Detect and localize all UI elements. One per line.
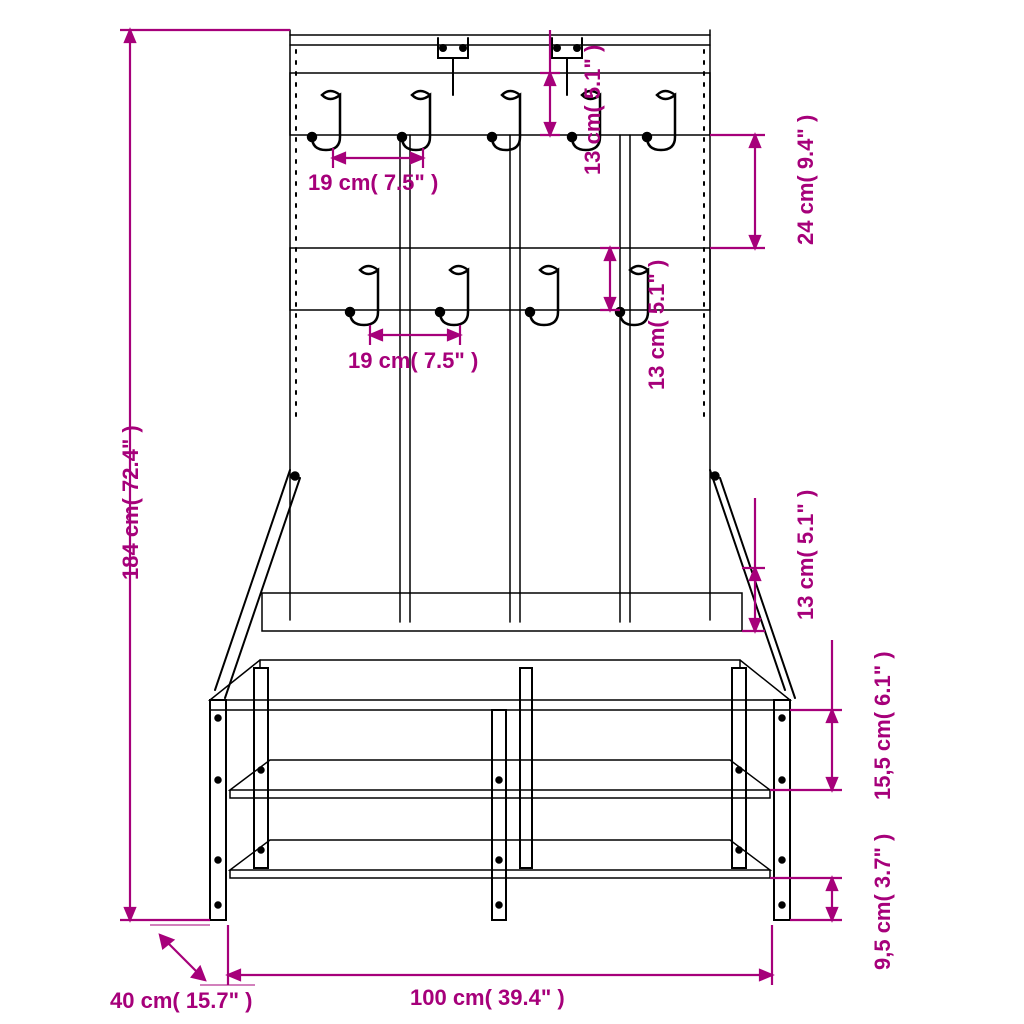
dim-shelf1: 15,5 cm( 6.1" ) [870,651,896,800]
furniture-drawing [210,30,795,920]
dim-shelf2: 9,5 cm( 3.7" ) [870,834,896,970]
dim-bar-mid: 13 cm( 5.1" ) [644,260,670,390]
dim-hook-bottom: 19 cm( 7.5" ) [348,348,478,374]
dim-height: 184 cm( 72.4" ) [118,425,144,580]
dim-bar-gap: 24 cm( 9.4" ) [793,115,819,245]
dim-width: 100 cm( 39.4" ) [410,985,565,1011]
bracket-left [438,38,468,95]
dim-depth: 40 cm( 15.7" ) [110,988,253,1014]
hooks-bottom [346,266,648,325]
dim-hook-top: 19 cm( 7.5" ) [308,170,438,196]
bracket-right [552,38,582,95]
dimensions [120,30,842,985]
dim-bar-top: 13 cm( 5.1" ) [580,45,606,175]
dim-bar-low: 13 cm( 5.1" ) [793,490,819,620]
